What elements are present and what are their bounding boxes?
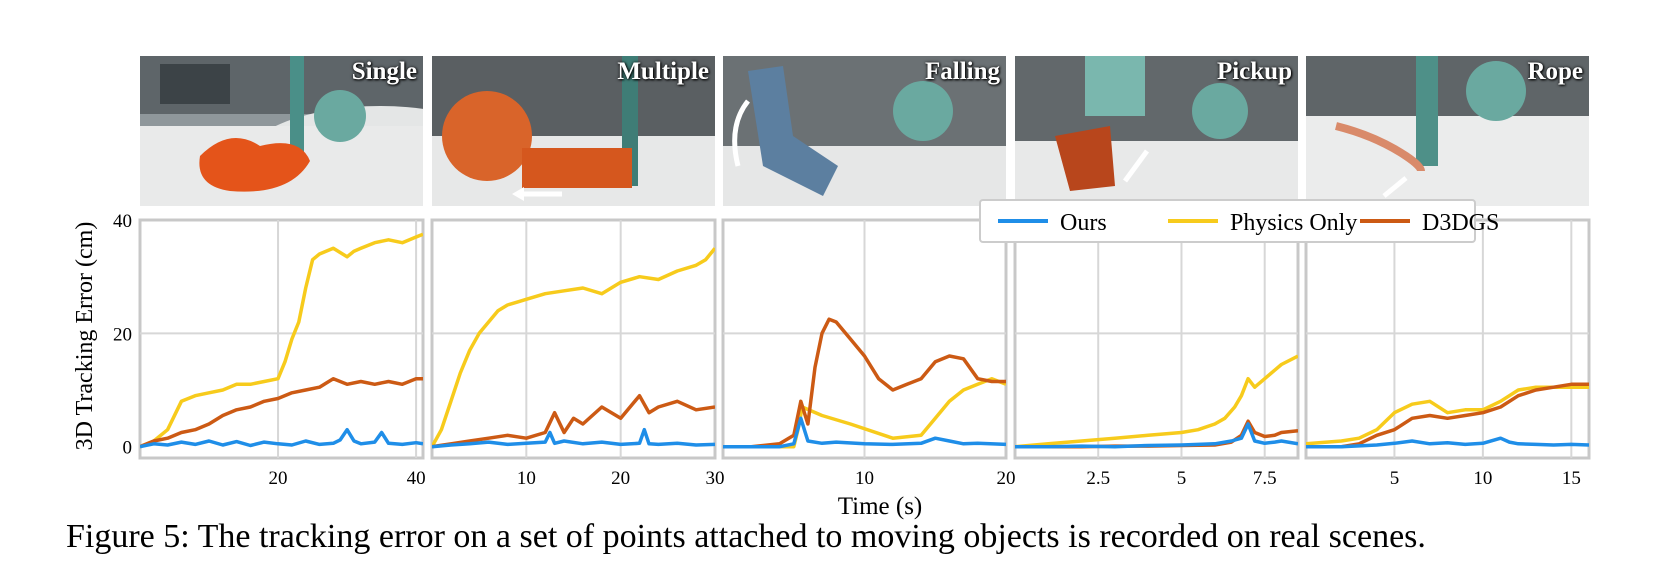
plot-area-pickup — [1013, 218, 1300, 460]
series-line-ours-rope — [1306, 436, 1589, 449]
x-tick-label: 5 — [1177, 468, 1187, 489]
x-tick-label: 40 — [407, 468, 426, 489]
panel-label-falling: Falling — [924, 58, 1000, 85]
legend-box — [979, 199, 1476, 243]
y-tick-label: 40 — [113, 211, 132, 232]
panel-label-multiple: Multiple — [617, 58, 709, 85]
x-axis-label: Time (s) — [838, 493, 923, 520]
x-tick-label: 7.5 — [1253, 468, 1277, 489]
x-tick-label: 10 — [855, 468, 874, 489]
series-line-ours-single — [140, 427, 423, 449]
series-line-d3dgs-rope — [1306, 382, 1589, 449]
panel-label-single: Single — [351, 58, 417, 85]
y-tick-label: 0 — [123, 438, 133, 459]
legend-label-d3dgs: D3DGS — [1422, 210, 1499, 236]
series-line-physics-only-single — [140, 232, 423, 449]
x-tick-label: 20 — [611, 468, 630, 489]
series-line-ours-pickup — [1015, 422, 1298, 449]
photo-single: Single — [140, 56, 423, 206]
photo-pickup: Pickup — [1015, 56, 1298, 206]
y-axis-label: 3D Tracking Error (cm) — [72, 222, 98, 451]
figure-caption: Figure 5: The tracking error on a set of… — [66, 518, 1426, 555]
photo-multiple: Multiple — [432, 56, 715, 206]
series-line-ours-falling — [723, 416, 1006, 449]
x-tick-label: 30 — [706, 468, 725, 489]
photo-single-image — [140, 56, 423, 206]
x-tick-label: 20 — [269, 468, 288, 489]
legend-label-physics-only: Physics Only — [1230, 210, 1357, 236]
x-tick-label: 15 — [1562, 468, 1581, 489]
photo-falling-image — [723, 56, 1006, 206]
series-line-ours-multiple — [432, 427, 715, 449]
x-tick-label: 10 — [1473, 468, 1492, 489]
panel-label-rope: Rope — [1527, 58, 1583, 85]
panel-label-pickup: Pickup — [1216, 58, 1292, 85]
series-line-d3dgs-multiple — [432, 393, 715, 449]
x-tick-label: 2.5 — [1086, 468, 1110, 489]
series-line-physics-only-pickup — [1015, 354, 1298, 449]
series-line-d3dgs-single — [140, 376, 423, 449]
plot-area-single — [138, 218, 425, 460]
series-line-d3dgs-falling — [723, 317, 1006, 449]
photo-rope-image — [1306, 56, 1589, 206]
series-line-physics-only-multiple — [432, 247, 715, 448]
x-tick-label: 5 — [1390, 468, 1400, 489]
photo-rope: Rope — [1306, 56, 1589, 206]
legend-label-ours: Ours — [1060, 210, 1107, 236]
x-tick-label: 20 — [997, 468, 1016, 489]
photo-falling: Falling — [723, 56, 1006, 206]
photo-multiple-image — [432, 56, 715, 206]
photo-pickup-image — [1015, 56, 1298, 206]
plot-area-rope — [1304, 218, 1591, 460]
x-tick-label: 10 — [517, 468, 536, 489]
y-tick-label: 20 — [113, 324, 132, 345]
